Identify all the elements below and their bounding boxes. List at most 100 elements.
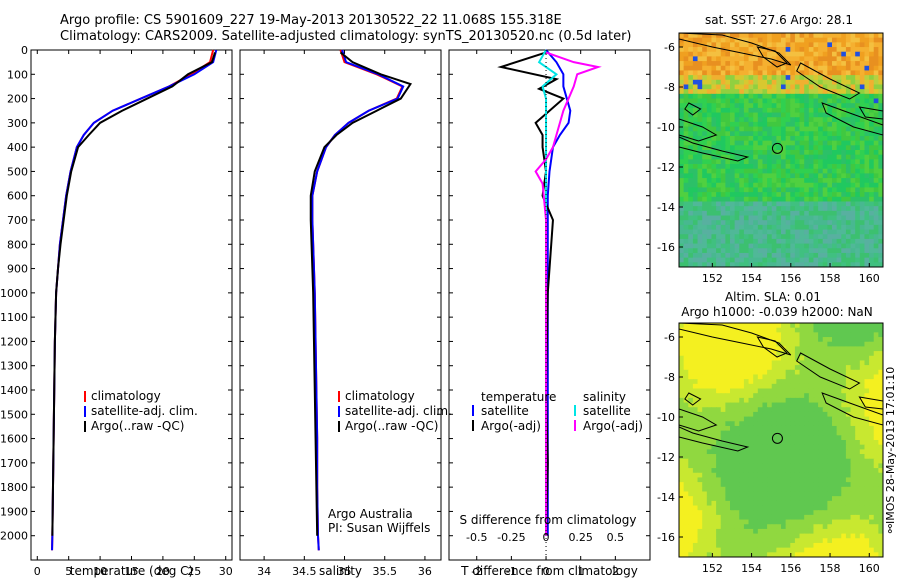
map-x-tick-label: 154 bbox=[741, 562, 762, 575]
coastline bbox=[679, 323, 792, 356]
plot-frame-salinity bbox=[239, 49, 442, 561]
y-tick-label: 1500 bbox=[0, 408, 28, 421]
map-y-tick-label: -10 bbox=[657, 121, 675, 134]
legend-entry: Argo(-adj) bbox=[583, 419, 643, 433]
x-tick-label: 34.5 bbox=[292, 565, 317, 578]
x-axis-label: salinity bbox=[319, 564, 362, 578]
y-tick-label: 700 bbox=[7, 214, 28, 227]
x-tick-label-salinity: 0 bbox=[543, 531, 550, 544]
map-y-tick-label: -8 bbox=[664, 81, 675, 94]
map-frame bbox=[678, 32, 884, 268]
y-tick-label: 900 bbox=[7, 263, 28, 276]
map-field bbox=[679, 323, 883, 557]
map-frame bbox=[678, 322, 884, 558]
map-x-tick-label: 160 bbox=[859, 272, 880, 285]
chart-title-line1: Argo profile: CS 5901609_227 19-May-2013… bbox=[60, 13, 562, 28]
x-tick-label: 35 bbox=[338, 565, 352, 578]
coastline bbox=[756, 336, 788, 358]
plot-frame-temperature bbox=[30, 49, 233, 561]
coastline bbox=[796, 62, 861, 100]
series-line-argo-raw-qc- bbox=[51, 52, 216, 536]
legend-entry: satellite-adj. clim. bbox=[345, 404, 452, 418]
coastline bbox=[679, 136, 750, 162]
coastline bbox=[858, 106, 883, 120]
coastline bbox=[858, 396, 883, 410]
x-tick-label: 15 bbox=[125, 565, 139, 578]
series-line-satellite bbox=[545, 49, 572, 536]
map-field bbox=[679, 33, 883, 267]
map-title-sst: sat. SST: 27.6 Argo: 28.1 bbox=[705, 13, 853, 27]
y-tick-label: 2000 bbox=[0, 530, 28, 543]
map-x-tick-label: 160 bbox=[859, 562, 880, 575]
x-tick-label: -1 bbox=[506, 565, 517, 578]
series-line-satellite-adj-clim- bbox=[311, 49, 405, 551]
y-tick-label: 500 bbox=[7, 165, 28, 178]
coastline bbox=[684, 392, 702, 406]
y-tick-label: 100 bbox=[7, 68, 28, 81]
legend-entry: climatology bbox=[91, 389, 161, 403]
coastline bbox=[679, 426, 750, 452]
x-tick-label: 36 bbox=[418, 565, 432, 578]
legend-entry: climatology bbox=[345, 389, 415, 403]
coastline bbox=[679, 118, 718, 142]
map-title-argo-height: Argo h1000: -0.039 h2000: NaN bbox=[681, 305, 873, 319]
x-tick-label-salinity: 0.5 bbox=[607, 531, 625, 544]
map-sst-map bbox=[678, 32, 884, 268]
map-x-tick-label: 152 bbox=[702, 272, 723, 285]
x-tick-label: 0 bbox=[34, 565, 41, 578]
y-tick-label: 1600 bbox=[0, 433, 28, 446]
y-tick-label: 1400 bbox=[0, 384, 28, 397]
x-tick-label: 10 bbox=[93, 565, 107, 578]
map-x-tick-label: 158 bbox=[820, 272, 841, 285]
series-line-satellite-adj-clim- bbox=[51, 49, 218, 551]
y-tick-label: 1900 bbox=[0, 505, 28, 518]
x-axis-label: T difference from climatology bbox=[460, 564, 638, 578]
series-line-climatology bbox=[311, 49, 404, 551]
map-x-tick-label: 156 bbox=[780, 272, 801, 285]
map-x-tick-label: 152 bbox=[702, 562, 723, 575]
y-tick-label: 600 bbox=[7, 190, 28, 203]
footer-timestamp: ⚯IMOS 28-May-2013 17:01:10 bbox=[884, 367, 897, 533]
x-tick-label: 34 bbox=[257, 565, 271, 578]
argo-location-marker bbox=[771, 432, 783, 444]
x-tick-label: 5 bbox=[65, 565, 72, 578]
coastline bbox=[796, 352, 861, 390]
x-tick-label: 30 bbox=[219, 565, 233, 578]
legend-title-salinity: salinity bbox=[583, 390, 626, 404]
y-tick-label: 1800 bbox=[0, 481, 28, 494]
y-tick-label: 800 bbox=[7, 238, 28, 251]
y-tick-label: 1300 bbox=[0, 360, 28, 373]
series-line-salinity-argo-adj- bbox=[534, 51, 602, 536]
x-tick-label-salinity: -0.5 bbox=[466, 531, 487, 544]
map-y-tick-label: -12 bbox=[657, 451, 675, 464]
legend-title-temperature: temperature bbox=[481, 390, 556, 404]
series-line-argo-adj- bbox=[497, 51, 566, 536]
annotation-pi: PI: Susan Wijffels bbox=[328, 521, 430, 535]
annotation-agency: Argo Australia bbox=[328, 507, 413, 521]
x-tick-label-salinity: -0.25 bbox=[497, 531, 525, 544]
legend-entry: Argo(..raw -QC) bbox=[91, 419, 184, 433]
series-line-argo-raw-qc- bbox=[309, 51, 413, 536]
coastline bbox=[756, 46, 788, 68]
x-tick-label: -2 bbox=[471, 565, 482, 578]
map-y-tick-label: -6 bbox=[664, 41, 675, 54]
coastline bbox=[679, 33, 792, 66]
map-y-tick-label: -8 bbox=[664, 371, 675, 384]
x-tick-label: 1 bbox=[577, 565, 584, 578]
map-x-tick-label: 156 bbox=[780, 562, 801, 575]
x-tick-label: 25 bbox=[187, 565, 201, 578]
x-tick-label: 20 bbox=[156, 565, 170, 578]
y-tick-label: 1200 bbox=[0, 335, 28, 348]
x-tick-label: 35.5 bbox=[372, 565, 397, 578]
legend-entry: satellite bbox=[583, 404, 631, 418]
argo-location-marker bbox=[771, 142, 783, 154]
y-tick-label: 300 bbox=[7, 117, 28, 130]
map-y-tick-label: -16 bbox=[657, 531, 675, 544]
y-tick-label: 0 bbox=[21, 44, 28, 57]
y-tick-label: 400 bbox=[7, 141, 28, 154]
legend-entry: Argo(..raw -QC) bbox=[345, 419, 438, 433]
y-tick-label: 1100 bbox=[0, 311, 28, 324]
series-line-climatology bbox=[51, 49, 215, 551]
x-axis-label: temperature (deg C) bbox=[70, 564, 193, 578]
